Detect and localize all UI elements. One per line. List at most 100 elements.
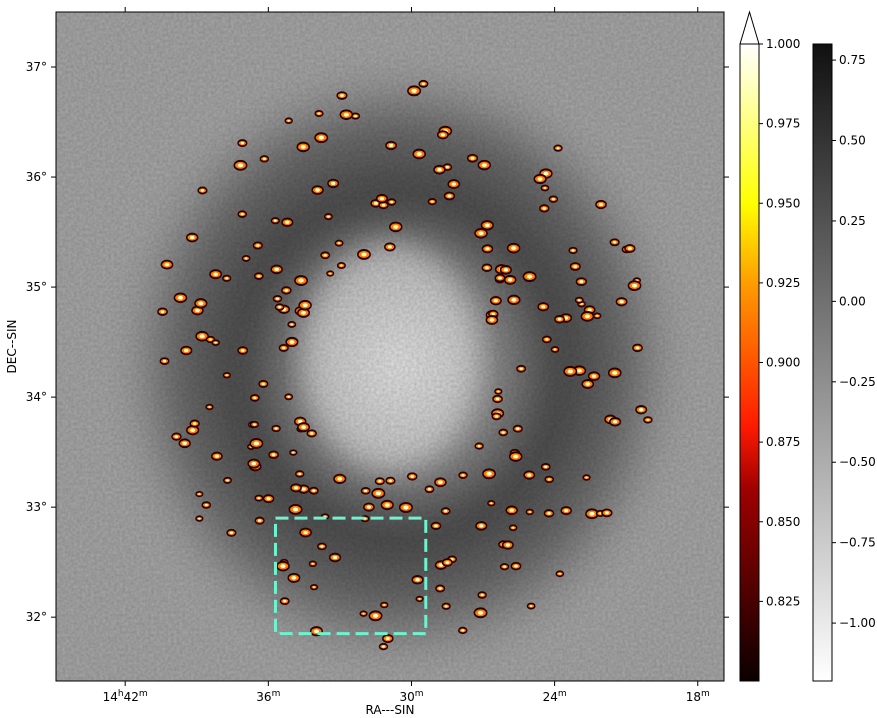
colorbar-tick-label: 0.875 — [766, 435, 800, 449]
source-marker — [262, 494, 275, 504]
source-marker — [186, 425, 200, 436]
source-marker — [510, 561, 522, 571]
source-marker — [481, 263, 493, 272]
source-marker — [458, 471, 468, 479]
source-marker — [336, 91, 348, 100]
source-marker — [222, 274, 232, 282]
source-marker — [466, 153, 479, 163]
source-marker — [384, 242, 396, 252]
source-marker — [249, 394, 260, 402]
source-marker — [487, 500, 496, 507]
source-marker — [473, 607, 488, 619]
source-marker — [506, 242, 521, 254]
colorbar-tick-label: 0.00 — [839, 294, 866, 308]
source-marker — [368, 610, 383, 622]
colorbar-extend-arrow — [739, 10, 760, 45]
colorbar-hot: 0.825 0.850 0.875 0.900 0.925 0.950 0.975 1.000 — [739, 10, 800, 682]
source-marker — [587, 371, 601, 382]
source-marker — [233, 159, 248, 171]
source-marker — [371, 487, 386, 499]
plot-frame — [55, 11, 725, 682]
source-marker — [374, 477, 385, 486]
source-marker — [195, 515, 204, 522]
source-marker — [595, 199, 607, 210]
source-marker — [635, 405, 648, 415]
source-markers — [157, 79, 653, 651]
source-marker — [418, 79, 429, 88]
colorbar-gray: −1.00 −0.75 −0.50 −0.25 0.00 0.25 0.50 0.75 — [812, 43, 876, 682]
source-marker — [205, 403, 214, 411]
source-marker — [276, 560, 290, 572]
source-marker — [555, 570, 565, 578]
source-marker — [320, 251, 331, 260]
source-marker — [259, 155, 270, 163]
source-marker — [317, 542, 327, 551]
source-marker — [270, 217, 280, 225]
source-marker — [480, 220, 494, 231]
source-marker — [159, 357, 170, 365]
source-marker — [554, 315, 566, 324]
source-marker — [440, 507, 451, 515]
source-marker — [582, 474, 591, 481]
source-marker — [209, 269, 223, 280]
source-marker — [491, 412, 502, 421]
source-marker — [522, 271, 537, 283]
y-tick-label: 37° — [26, 60, 47, 74]
source-marker — [249, 420, 260, 429]
source-marker — [378, 642, 389, 651]
source-marker — [363, 502, 375, 512]
source-marker — [385, 140, 397, 151]
source-marker — [185, 232, 199, 243]
source-marker — [512, 424, 523, 433]
source-marker — [537, 302, 550, 312]
source-marker — [563, 365, 578, 377]
source-marker — [474, 227, 488, 239]
source-marker — [284, 393, 294, 401]
source-marker — [412, 148, 426, 160]
source-marker — [309, 583, 319, 591]
source-marker — [171, 432, 182, 441]
source-marker — [237, 210, 248, 218]
y-tick-label: 34° — [26, 390, 47, 404]
source-marker — [279, 597, 290, 606]
source-marker — [201, 501, 212, 509]
source-marker — [494, 388, 503, 395]
source-marker — [222, 372, 231, 379]
source-marker — [485, 315, 499, 325]
source-marker — [539, 204, 550, 213]
source-marker — [314, 109, 324, 118]
source-marker — [508, 524, 518, 532]
source-marker — [498, 428, 509, 437]
source-marker — [632, 343, 643, 353]
colorbar-tick-label: 0.900 — [766, 356, 800, 370]
source-marker — [281, 286, 292, 295]
source-marker — [560, 506, 572, 516]
source-marker — [411, 575, 424, 585]
colorbar-tick-label: 1.000 — [766, 37, 800, 51]
source-marker — [430, 521, 442, 530]
source-marker — [290, 483, 302, 493]
source-marker — [489, 295, 502, 306]
source-marker — [568, 246, 578, 255]
source-marker — [211, 339, 220, 346]
source-marker — [308, 486, 319, 495]
colorbar-tick-label: −0.75 — [839, 536, 876, 550]
x-tick-label: 18m — [686, 689, 710, 704]
source-marker — [287, 572, 301, 583]
colorbar-tick-label: 0.925 — [766, 276, 800, 290]
source-marker — [441, 602, 451, 610]
source-marker — [592, 312, 602, 320]
source-marker — [211, 451, 223, 461]
source-marker — [270, 264, 283, 275]
colorbar-tick-label: 0.25 — [839, 214, 866, 228]
colorbar-tick-label: 0.850 — [766, 515, 800, 529]
y-tick-label: 33° — [26, 500, 47, 514]
source-marker — [249, 438, 264, 449]
source-marker — [334, 239, 344, 247]
colorbar-tick-label: 0.975 — [766, 117, 800, 131]
source-marker — [540, 184, 550, 192]
source-marker — [289, 449, 298, 456]
source-marker — [336, 262, 346, 270]
y-axis-title: DEC--SIN — [5, 320, 19, 374]
